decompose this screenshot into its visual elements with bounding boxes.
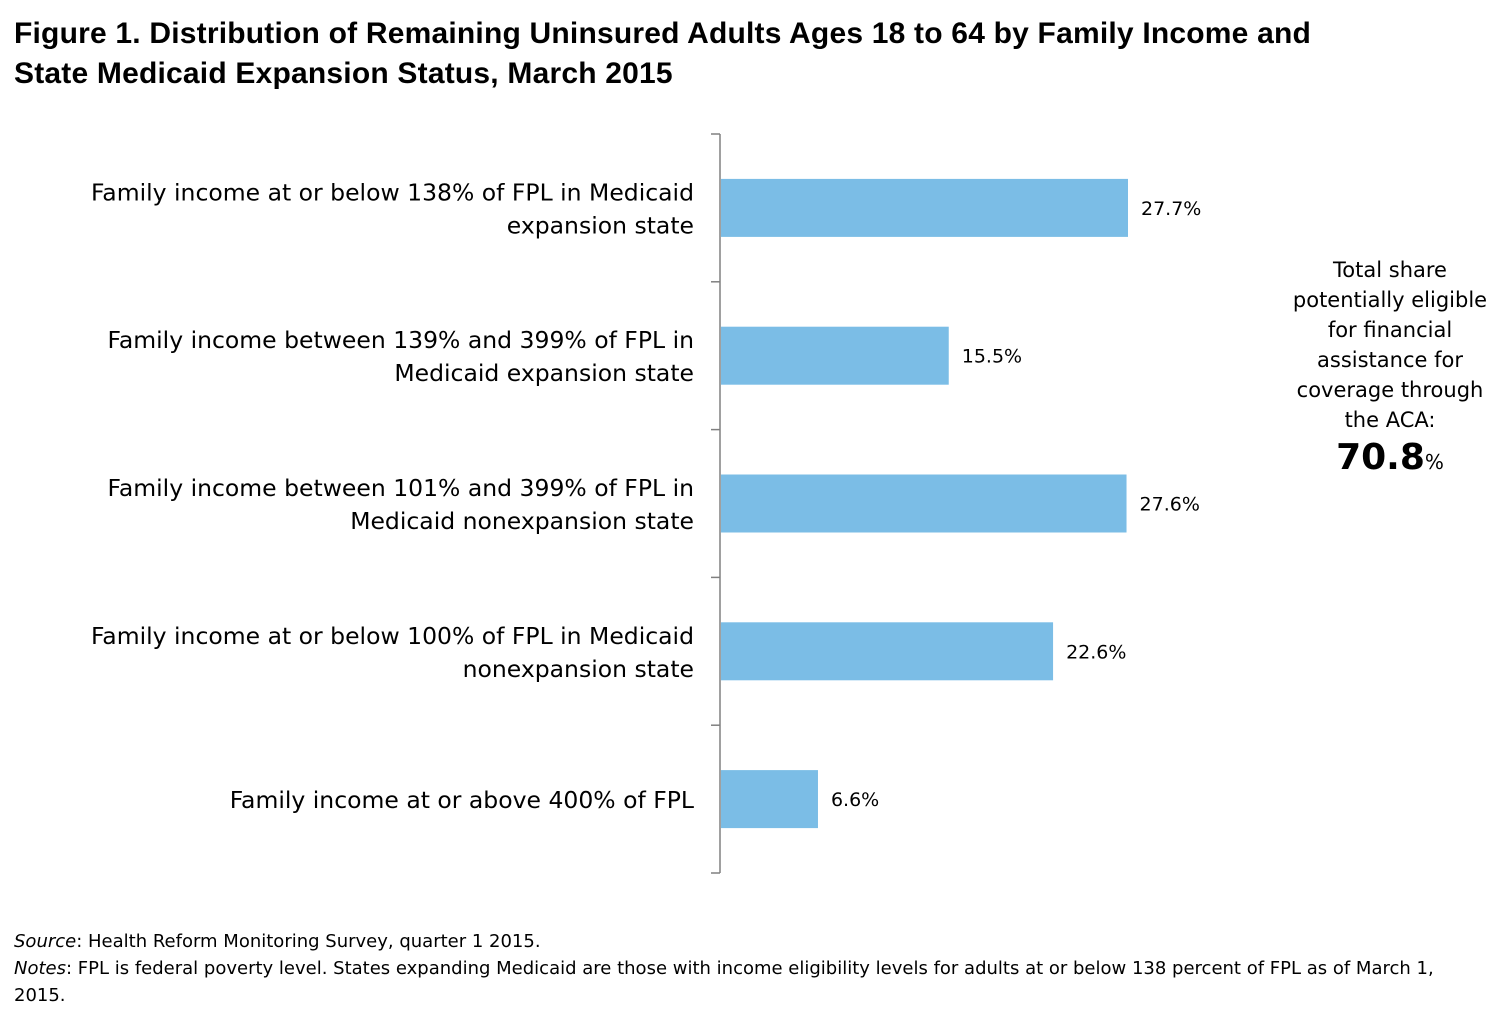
figure-footer: Source: Health Reform Monitoring Survey,…: [14, 928, 1484, 1009]
category-label: Family income at or above 400% of FPL: [230, 786, 694, 814]
category-label: nonexpansion state: [463, 655, 694, 683]
source-text: : Health Reform Monitoring Survey, quart…: [76, 931, 541, 952]
category-label: expansion state: [507, 211, 694, 239]
category-label: Family income at or below 138% of FPL in…: [91, 178, 694, 206]
category-label: Family income at or below 100% of FPL in…: [91, 622, 694, 650]
data-label: 15.5%: [962, 346, 1022, 368]
callout-line-1: Total share: [1333, 258, 1447, 282]
data-label: 6.6%: [831, 789, 879, 811]
bar: [721, 770, 818, 829]
bar: [721, 622, 1054, 681]
notes-text: : FPL is federal poverty level. States e…: [14, 958, 1434, 1006]
chart-title: Figure 1. Distribution of Remaining Unin…: [14, 14, 1484, 94]
bar: [721, 326, 949, 385]
notes-note: Notes: FPL is federal poverty level. Sta…: [14, 955, 1484, 1009]
callout-total-value: 70.8%: [1288, 435, 1492, 485]
source-label: Source: [14, 931, 77, 952]
data-label: 27.6%: [1140, 494, 1200, 516]
category-label: Medicaid expansion state: [394, 359, 694, 387]
data-label: 22.6%: [1066, 641, 1126, 663]
callout-line-4: assistance for: [1317, 348, 1463, 372]
bar: [721, 178, 1128, 237]
callout-line-6: the ACA:: [1344, 408, 1436, 432]
data-label: 27.7%: [1141, 198, 1201, 220]
category-label: Family income between 101% and 399% of F…: [107, 474, 694, 502]
category-label: Medicaid nonexpansion state: [350, 507, 694, 535]
callout-unit: %: [1424, 450, 1444, 474]
callout-line-2: potentially eligible: [1292, 288, 1488, 312]
chart-title-line-2: State Medicaid Expansion Status, March 2…: [14, 57, 673, 90]
notes-label: Notes: [14, 958, 66, 979]
total-share-callout: Total share potentially eligible for fin…: [1288, 255, 1492, 485]
source-note: Source: Health Reform Monitoring Survey,…: [14, 928, 1484, 955]
category-label: Family income between 139% and 399% of F…: [107, 326, 694, 354]
callout-line-3: for financial: [1327, 318, 1453, 342]
callout-value: 70.8: [1336, 437, 1425, 478]
bar: [721, 474, 1127, 533]
chart-title-line-1: Figure 1. Distribution of Remaining Unin…: [14, 17, 1312, 50]
callout-line-5: coverage through: [1296, 378, 1484, 402]
